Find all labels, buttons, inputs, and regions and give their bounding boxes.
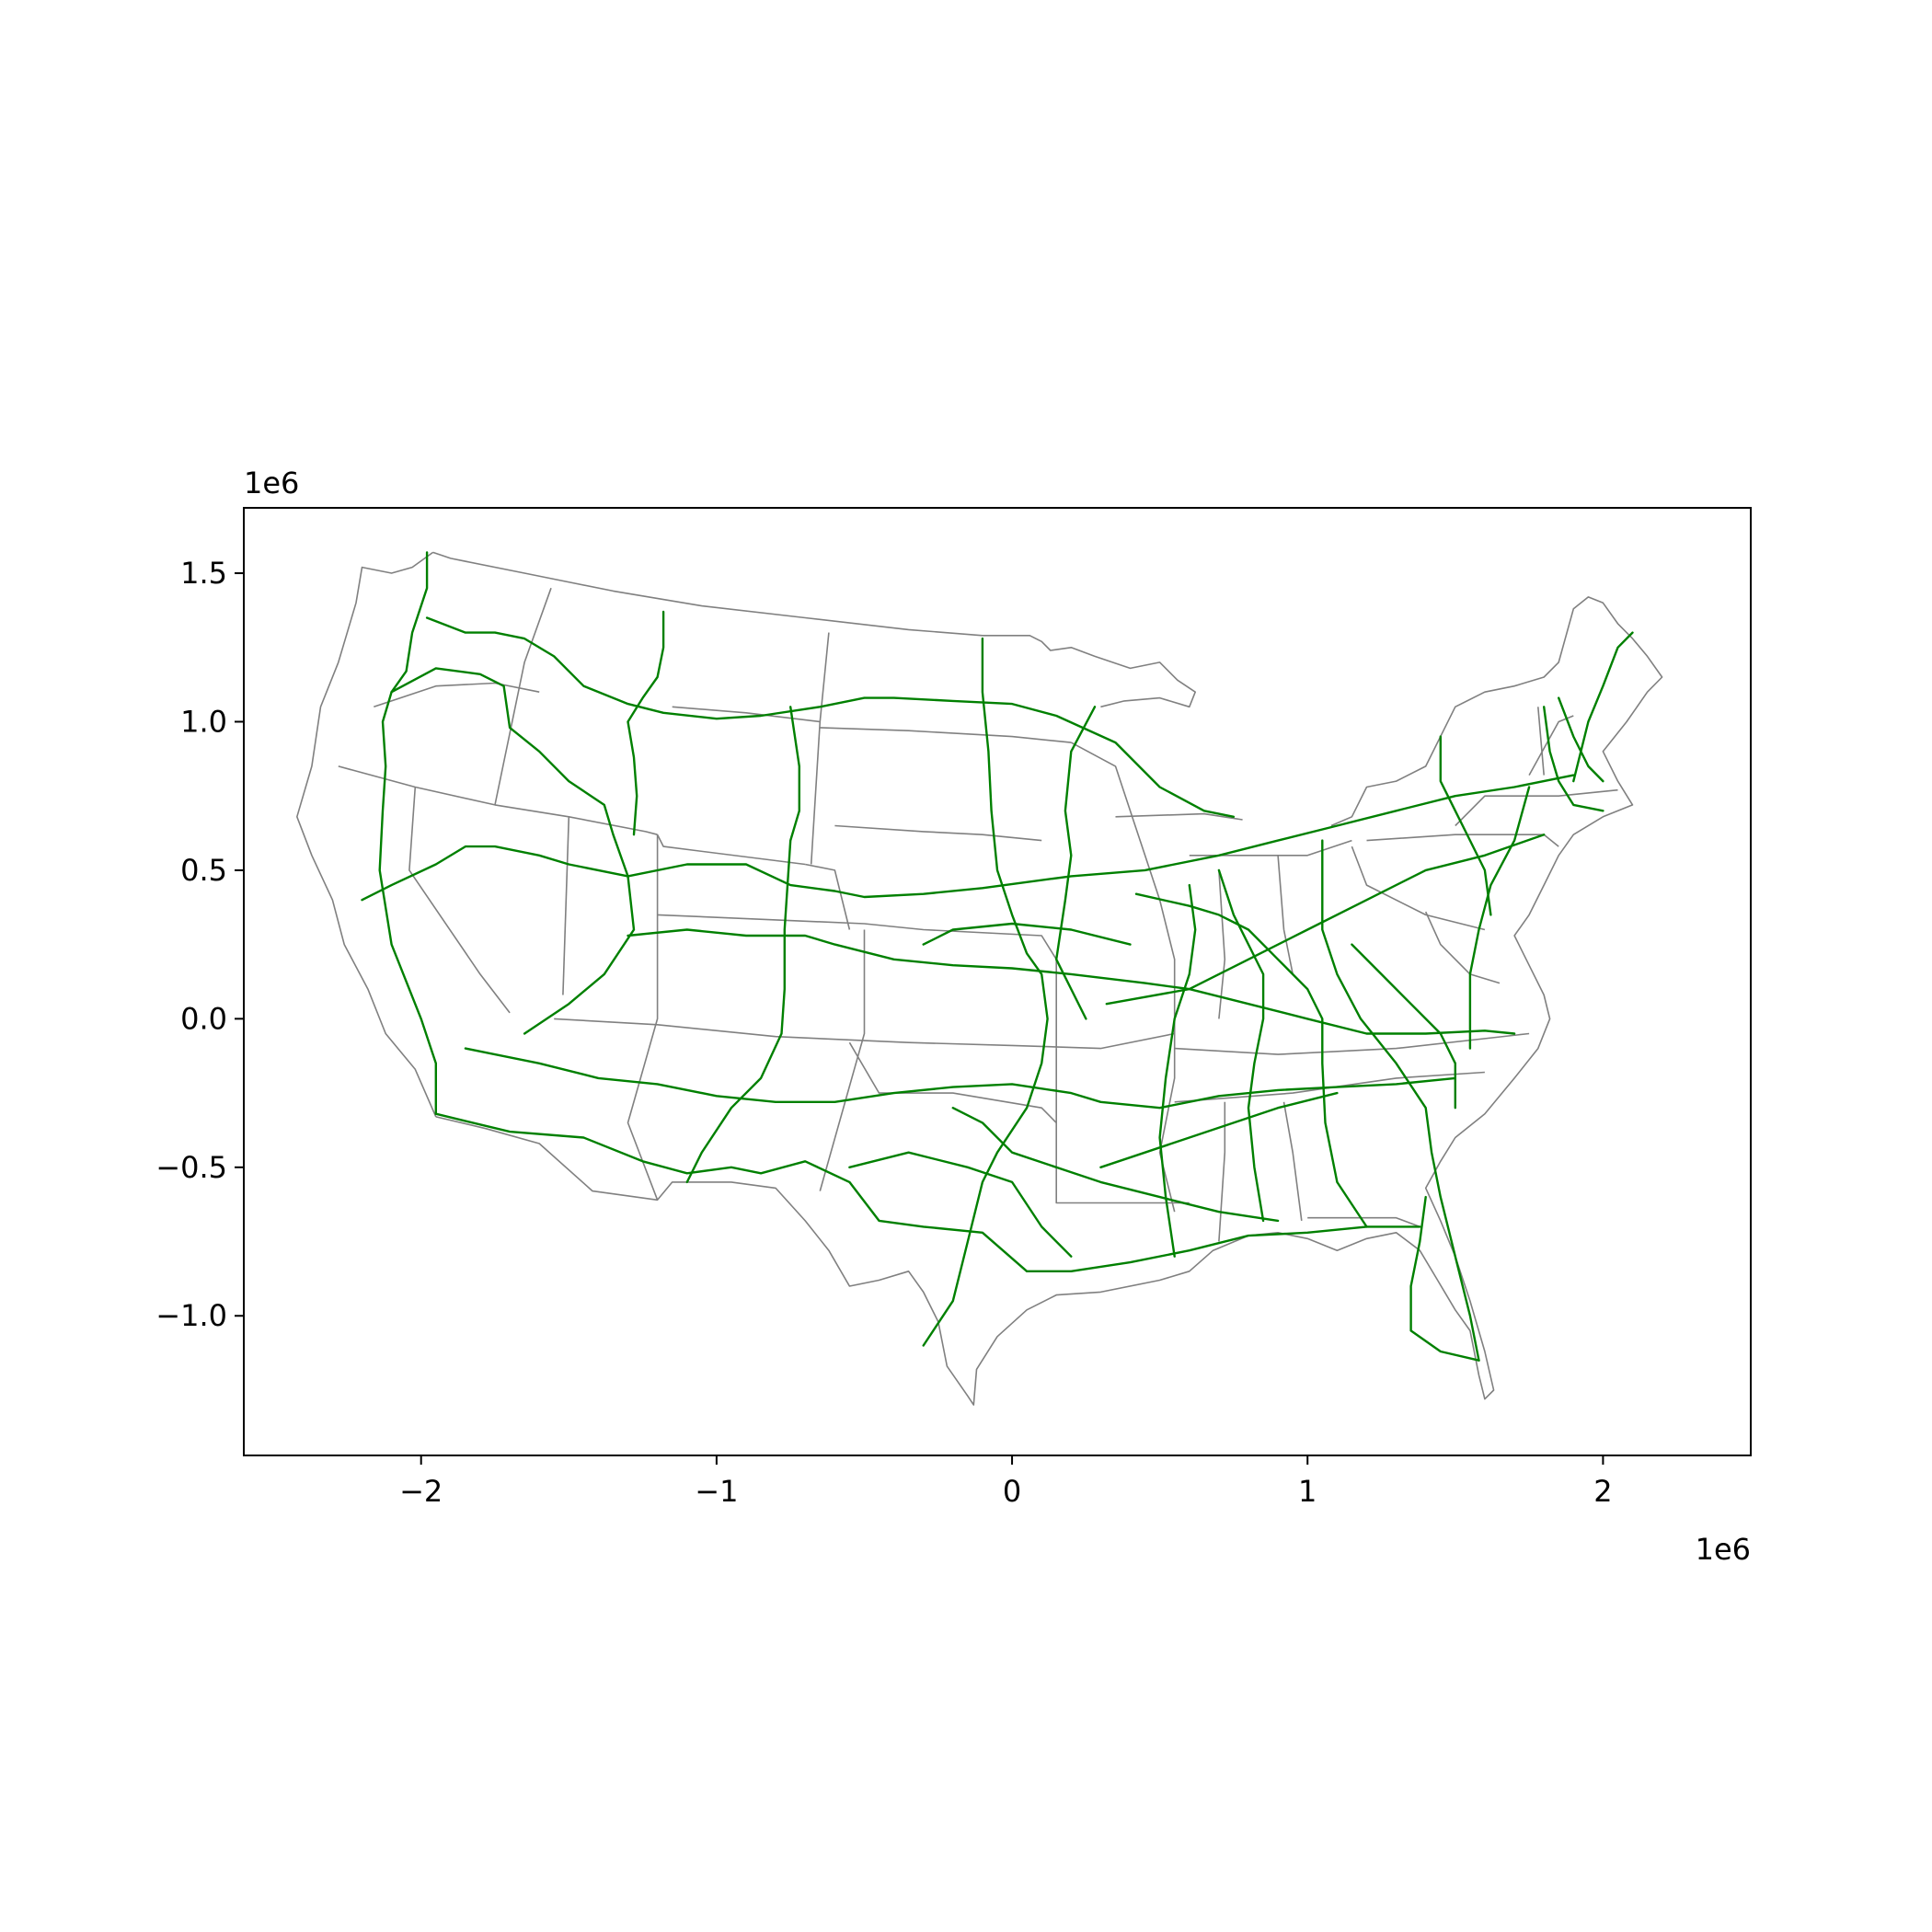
state-boundary-14 [672, 706, 821, 723]
highway-23 [922, 922, 1132, 946]
highway-10 [627, 610, 665, 836]
highway-6 [434, 1112, 1421, 1273]
state-boundary-layer [295, 551, 1663, 1406]
highway-11 [1134, 892, 1368, 1228]
highway-16 [1468, 786, 1531, 1050]
state-boundary-2 [435, 596, 1663, 1406]
highway-2 [390, 667, 636, 1035]
y-tick-label: 1.0 [180, 704, 227, 739]
highway-12 [1217, 868, 1265, 1223]
state-boundary-5 [408, 787, 511, 1014]
state-boundary-28 [1218, 869, 1226, 1019]
y-axis: −1.0 −0.5 0.0 0.5 1.0 1.5 [155, 556, 244, 1333]
y-tick-label: −1.0 [155, 1298, 227, 1333]
highway-layer [361, 551, 1634, 1362]
highway-18 [1542, 706, 1604, 812]
highway-21 [1105, 834, 1546, 1006]
state-boundary-12 [805, 863, 851, 930]
state-boundary-16 [820, 727, 1072, 743]
x-tick-label: −1 [695, 1474, 738, 1509]
plot-frame [243, 507, 1752, 1456]
highway-25 [1099, 1091, 1339, 1169]
state-boundary-10 [656, 834, 806, 866]
state-boundary-17 [819, 929, 866, 1191]
state-boundary-6 [494, 587, 552, 806]
state-boundary-27 [1307, 1216, 1420, 1228]
state-boundary-23 [1174, 1032, 1530, 1055]
y-tick-label: 0.0 [180, 1001, 227, 1036]
highway-19 [1557, 696, 1604, 783]
x-tick-label: 1 [1298, 1474, 1317, 1509]
state-boundary-35 [1424, 911, 1501, 984]
x-offset-label: 1e6 [1696, 1532, 1751, 1567]
x-tick-label: 2 [1593, 1474, 1612, 1509]
y-tick-label: 0.5 [180, 853, 227, 888]
x-tick-label: −2 [399, 1474, 443, 1509]
state-boundary-21 [1115, 812, 1243, 821]
state-boundary-19 [1055, 1048, 1190, 1204]
state-boundary-32 [1455, 788, 1618, 827]
state-boundary-31 [1366, 834, 1559, 847]
y-offset-label: 1e6 [244, 466, 299, 500]
highway-22 [951, 1106, 1280, 1223]
y-tick-label: 1.5 [180, 556, 227, 591]
x-tick-label: 0 [1003, 1474, 1021, 1509]
highway-20 [1439, 735, 1492, 916]
highway-7 [922, 637, 1049, 1347]
highway-26 [848, 1151, 1073, 1258]
state-boundary-33 [1528, 715, 1574, 776]
state-boundary-7 [562, 816, 570, 995]
state-boundary-15 [834, 824, 1042, 842]
state-boundary-9 [554, 1018, 1175, 1050]
highway-24 [1351, 943, 1457, 1110]
state-boundary-11 [657, 914, 1057, 1049]
highway-3 [361, 774, 1575, 902]
highway-5 [464, 1047, 1457, 1110]
state-boundary-18 [848, 1041, 1057, 1123]
highway-13 [1158, 883, 1197, 1258]
state-boundary-22 [1189, 839, 1352, 857]
state-boundary-26 [1282, 1101, 1303, 1222]
x-axis: −2 −1 0 1 2 [399, 1455, 1613, 1509]
state-boundary-3 [374, 682, 540, 708]
state-boundary-29 [1277, 855, 1294, 975]
state-boundary-30 [1351, 845, 1486, 931]
state-boundary-1 [295, 551, 437, 1118]
y-tick-label: −0.5 [155, 1150, 227, 1185]
highway-8 [1054, 706, 1097, 1020]
highway-15 [1409, 1195, 1480, 1362]
state-boundary-0 [432, 551, 1196, 708]
highway-17 [1572, 631, 1634, 783]
state-boundary-20 [1070, 742, 1176, 1213]
state-boundary-34 [1537, 707, 1545, 776]
state-boundary-4 [338, 765, 658, 835]
highway-9 [685, 706, 800, 1184]
highway-0 [378, 551, 437, 1115]
